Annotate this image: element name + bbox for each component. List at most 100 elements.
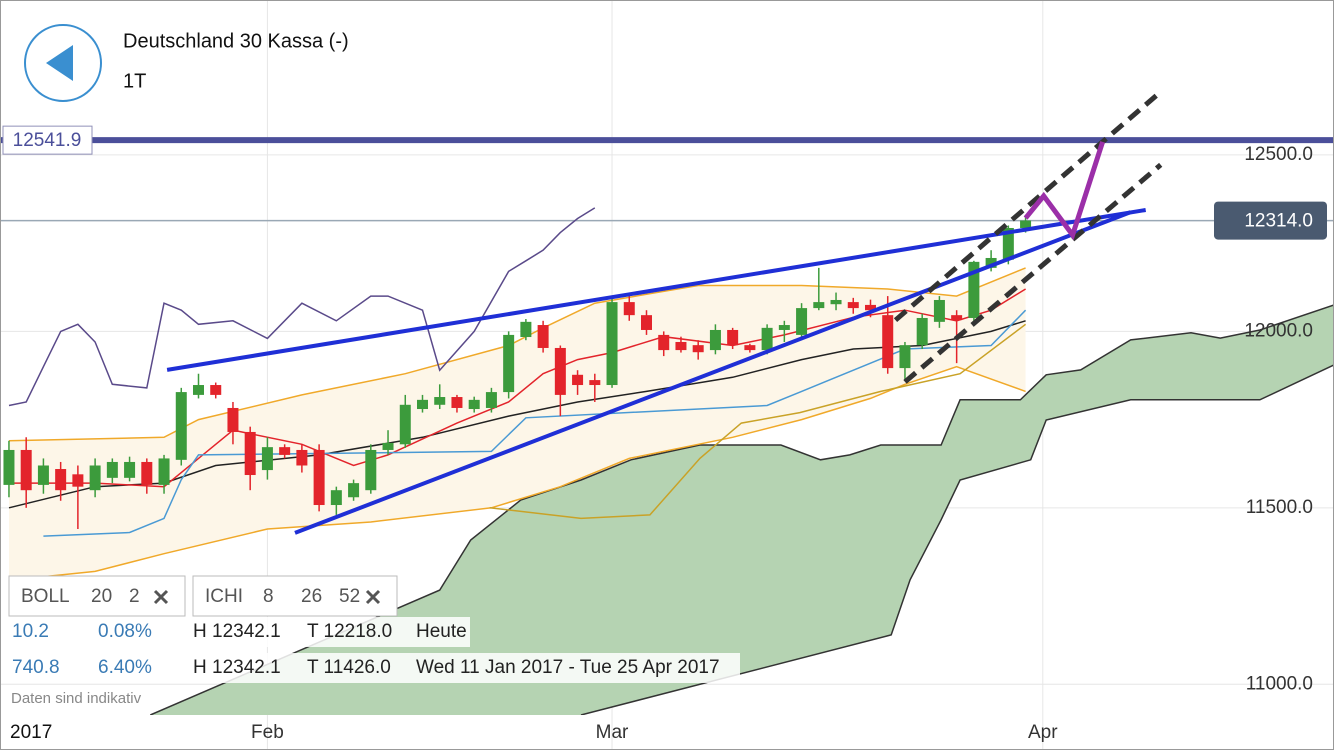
remove-icon — [365, 589, 381, 605]
indicator-param: 52 — [339, 586, 360, 607]
y-tick-label: 11000.0 — [1246, 673, 1313, 694]
candle-body — [623, 302, 635, 316]
indicator-name: BOLL — [21, 586, 70, 607]
info-value: H 12342.1 — [193, 621, 281, 642]
cloud-span-b — [580, 364, 1334, 715]
level-label: 12541.9 — [13, 130, 82, 151]
x-axis-band — [0, 715, 1334, 750]
cloud-fill — [150, 304, 1334, 715]
x-tick-label: Mar — [596, 722, 629, 743]
candle-body — [365, 449, 377, 491]
candle-body — [106, 461, 118, 478]
candle-body — [451, 397, 463, 408]
candle-body — [227, 407, 239, 432]
candle-body — [589, 380, 601, 386]
candle-body — [692, 345, 704, 353]
info-value: T 11426.0 — [307, 657, 391, 678]
candle-body — [554, 347, 566, 395]
info-value: 6.40% — [98, 657, 152, 678]
candle-body — [830, 299, 842, 305]
candle-body — [813, 302, 825, 309]
indicator-chip[interactable] — [8, 575, 186, 617]
candle-body — [244, 431, 256, 476]
candle-body — [778, 325, 790, 330]
candle-body — [158, 458, 170, 485]
indicator-param: 8 — [263, 586, 274, 607]
level-label-box — [2, 125, 93, 155]
y-tick-label: 12500.0 — [1244, 144, 1313, 165]
candle-body — [399, 404, 411, 445]
candle-body — [1020, 220, 1032, 228]
candle-body — [485, 392, 497, 408]
candle-body — [37, 465, 49, 485]
candle-body — [313, 449, 325, 506]
y-tick-label: 12000.0 — [1244, 320, 1313, 341]
candle-body — [864, 304, 876, 311]
indicator-param: 20 — [91, 586, 112, 607]
chart-title: Deutschland 30 Kassa (-) — [123, 30, 349, 52]
candle-body — [675, 341, 687, 351]
trend-drawing — [294, 210, 1132, 535]
candle-body — [572, 374, 584, 386]
candle-body — [951, 315, 963, 321]
indicator-line — [43, 309, 1027, 537]
indicator-param: 26 — [301, 586, 322, 607]
candle-body — [261, 447, 273, 471]
candle-body — [296, 449, 308, 466]
candle-body — [968, 261, 980, 318]
candle-body — [141, 461, 153, 485]
info-value: 740.8 — [12, 657, 60, 678]
indicator-name: ICHI — [205, 586, 243, 607]
trend-drawing — [893, 89, 1163, 322]
candle-body — [468, 399, 480, 410]
candle-body — [348, 483, 360, 498]
trend-drawing — [903, 162, 1163, 384]
indicator-line — [8, 207, 596, 407]
disclaimer: Daten sind indikativ — [11, 690, 142, 707]
candle-body — [20, 449, 32, 491]
year-label: 2017 — [10, 722, 52, 743]
candle-body — [124, 461, 136, 478]
price-label-box — [1214, 201, 1327, 240]
y-tick-label: 11500.0 — [1246, 497, 1313, 518]
candle-body — [503, 334, 515, 393]
indicator-chip[interactable] — [192, 575, 398, 617]
info-row-bg — [8, 653, 740, 683]
indicator-line — [489, 323, 1027, 520]
candle-body — [382, 442, 394, 450]
info-value: 0.08% — [98, 621, 152, 642]
candle-body — [916, 317, 928, 346]
candle-body — [537, 325, 549, 348]
candle-body — [744, 345, 756, 351]
candle-body — [330, 490, 342, 506]
candle-body — [761, 327, 773, 351]
trend-drawing — [1023, 141, 1105, 241]
remove-icon — [153, 589, 169, 605]
interval: 1T — [123, 70, 146, 92]
candle-body — [89, 465, 101, 491]
candle-body — [72, 474, 84, 487]
indicator-line — [8, 320, 1026, 509]
x-tick-label: Apr — [1028, 722, 1058, 743]
info-value: Wed 11 Jan 2017 - Tue 25 Apr 2017 — [416, 657, 720, 678]
trend-drawing — [166, 208, 1147, 372]
candle-body — [416, 399, 428, 410]
candle-body — [210, 385, 222, 395]
candle-body — [796, 308, 808, 335]
candle-body — [192, 385, 204, 395]
candle-body — [520, 321, 532, 338]
info-value: T 12218.0 — [307, 621, 392, 642]
candle-body — [434, 397, 446, 405]
candle-body — [55, 469, 67, 491]
candle-body — [175, 392, 187, 460]
candle-body — [847, 302, 859, 309]
x-tick-label: Feb — [251, 722, 284, 743]
info-value: 10.2 — [12, 621, 49, 642]
candle-body — [3, 449, 15, 485]
candle-body — [640, 315, 652, 330]
info-value: Heute — [416, 621, 467, 642]
candle-body — [933, 299, 945, 322]
candle-body — [899, 345, 911, 369]
